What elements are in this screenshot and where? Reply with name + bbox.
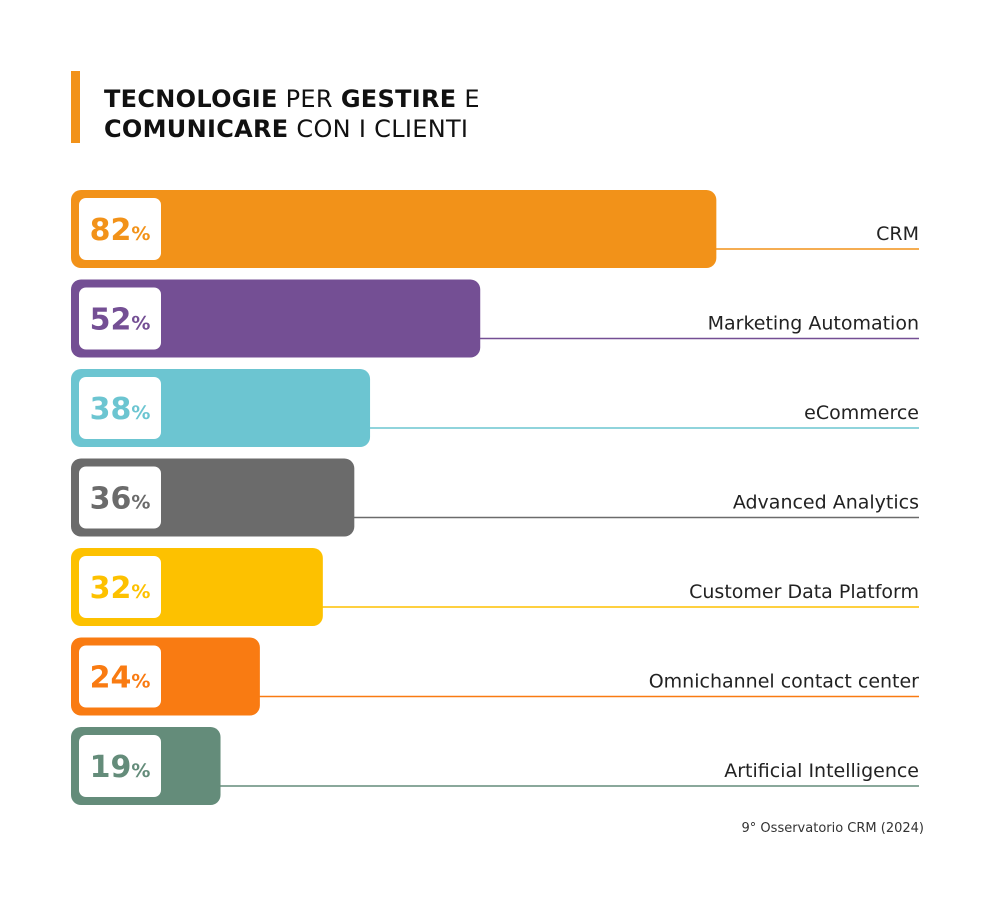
value-box <box>79 735 161 797</box>
data-label-value: 36 <box>90 482 132 517</box>
category-label: Customer Data Platform <box>689 581 919 603</box>
category-label: Marketing Automation <box>708 313 919 335</box>
source-note: 9° Osservatorio CRM (2024) <box>741 821 924 836</box>
bar-row: 32% Customer Data Platform <box>71 548 919 626</box>
bar-row: 38% eCommerce <box>71 369 919 447</box>
bar-row: 52% Marketing Automation <box>71 279 919 358</box>
category-label: Omnichannel contact center <box>649 671 919 693</box>
data-label-percent: % <box>131 760 150 782</box>
data-label-percent: % <box>131 671 150 693</box>
value-box <box>79 645 161 708</box>
data-label-value: 19 <box>90 750 132 785</box>
category-label: Artificial Intelligence <box>724 760 919 782</box>
value-box <box>79 466 161 529</box>
title-word-comunicare: COMUNICARE <box>104 115 289 143</box>
data-label-percent: % <box>131 492 150 514</box>
chart-title: TECNOLOGIE PER GESTIRE E COMUNICARE CON … <box>104 84 480 144</box>
data-label: 52% <box>90 303 151 338</box>
bar-row: 82% CRM <box>71 190 919 268</box>
category-label: CRM <box>876 223 919 245</box>
title-word-con-i-clienti: CON I CLIENTI <box>288 115 469 143</box>
data-label-percent: % <box>131 313 150 335</box>
data-label-value: 82 <box>90 213 132 248</box>
data-label-value: 32 <box>90 571 132 606</box>
value-box <box>79 287 161 350</box>
title-word-e: E <box>456 85 480 113</box>
data-label: 32% <box>90 571 151 606</box>
title-word-per: PER <box>277 85 341 113</box>
bar-row: 24% Omnichannel contact center <box>71 637 919 716</box>
title-word-gestire: GESTIRE <box>340 85 457 113</box>
value-box <box>79 556 161 618</box>
bar-row: 19% Artificial Intelligence <box>71 727 919 805</box>
title-accent-bar <box>71 71 80 143</box>
data-label-percent: % <box>131 402 150 424</box>
data-label-percent: % <box>131 581 150 603</box>
data-label-value: 24 <box>90 661 132 696</box>
bar-row: 36% Advanced Analytics <box>71 458 919 537</box>
category-label: eCommerce <box>804 402 919 424</box>
data-label: 38% <box>90 392 151 427</box>
title-word-tecnologie: TECNOLOGIE <box>104 85 278 113</box>
data-label-value: 38 <box>90 392 132 427</box>
data-label-percent: % <box>131 223 150 245</box>
data-label: 36% <box>90 482 151 517</box>
data-label: 19% <box>90 750 151 785</box>
data-label: 82% <box>90 213 151 248</box>
value-box <box>79 377 161 439</box>
category-label: Advanced Analytics <box>733 492 919 514</box>
bar <box>71 279 481 358</box>
data-label: 24% <box>90 661 151 696</box>
value-box <box>79 198 161 260</box>
data-label-value: 52 <box>90 303 132 338</box>
bar <box>71 190 717 268</box>
